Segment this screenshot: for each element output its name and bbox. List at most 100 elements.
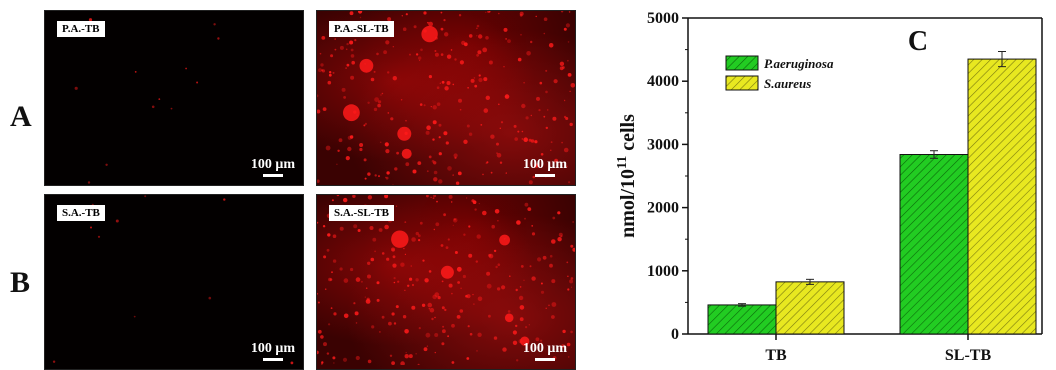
fluorescence-speck [354, 311, 359, 316]
fluorescence-speck [552, 216, 556, 220]
fluorescence-speck [545, 126, 548, 130]
fluorescence-speck [333, 362, 335, 364]
fluorescence-speck [415, 353, 417, 355]
fluorescence-speck [500, 121, 504, 124]
fluorescence-speck [476, 35, 478, 37]
fluorescence-speck [504, 94, 510, 99]
fluorescence-speck [438, 123, 442, 127]
fluorescence-speck [367, 172, 371, 176]
fluorescence-speck [444, 308, 447, 312]
fluorescence-speck [404, 253, 406, 255]
fluorescence-speck [467, 325, 470, 328]
fluorescence-speck [429, 307, 435, 313]
fluorescence-speck [421, 303, 426, 307]
fluorescence-speck [367, 274, 371, 279]
fluorescence-speck [570, 277, 574, 280]
fluorescence-speck [400, 99, 403, 101]
fluorescence-speck [472, 200, 477, 204]
fluorescence-speck [559, 61, 565, 66]
fluorescence-speck [450, 49, 453, 51]
fluorescence-speck [185, 67, 188, 70]
x-tick-label: TB [765, 347, 787, 364]
fluorescence-speck [502, 347, 507, 352]
fluorescence-speck [391, 361, 395, 365]
fluorescence-speck [567, 41, 570, 43]
fluorescence-speck [370, 257, 375, 262]
y-tick-label: 5000 [647, 10, 679, 27]
y-tick-label: 2000 [647, 200, 679, 217]
fluorescence-speck [438, 152, 442, 156]
fluorescence-speck [428, 155, 432, 159]
fluorescence-speck [523, 137, 528, 142]
fluorescence-speck [440, 53, 444, 56]
fluorescence-speck [74, 86, 78, 90]
fluorescence-speck [387, 17, 392, 22]
fluorescence-speck [436, 102, 441, 106]
fluorescence-speck [170, 107, 173, 110]
fluorescence-speck [434, 316, 436, 319]
fluorescence-speck [543, 32, 546, 35]
fluorescence-speck [540, 342, 543, 345]
fluorescence-speck [448, 283, 453, 288]
fluorescence-speck [418, 327, 421, 330]
fluorescence-speck [432, 138, 435, 141]
fluorescence-speck [423, 347, 428, 352]
fluorescence-blob [343, 104, 360, 122]
fluorescence-speck [381, 252, 385, 255]
fluorescence-speck [512, 330, 517, 335]
fluorescence-speck [567, 275, 569, 277]
fluorescence-speck [535, 337, 540, 342]
fluorescence-speck [317, 109, 321, 114]
fluorescence-speck [349, 135, 354, 139]
fluorescence-speck [392, 255, 396, 259]
fluorescence-speck [435, 222, 440, 227]
fluorescence-speck [324, 288, 327, 290]
fluorescence-speck [196, 81, 199, 84]
fluorescence-speck [480, 124, 483, 126]
fluorescence-speck [538, 109, 541, 112]
fluorescence-speck [354, 39, 357, 42]
fluorescence-speck [466, 294, 471, 299]
fluorescence-speck [445, 141, 449, 145]
fluorescence-speck [452, 174, 454, 176]
fluorescence-speck [87, 181, 91, 184]
fluorescence-speck [411, 237, 416, 242]
fluorescence-speck [454, 156, 457, 159]
fluorescence-speck [485, 95, 490, 101]
scale-label: 100 μm [522, 157, 567, 172]
panel-tag: P.A.-TB [57, 21, 105, 37]
scale-label: 100 μm [522, 341, 567, 356]
fluorescence-speck [392, 46, 394, 48]
fluorescence-speck [434, 351, 436, 354]
micrograph-pa-sl-tb: P.A.-SL-TB 100 μm [316, 10, 576, 186]
fluorescence-speck [446, 81, 451, 85]
fluorescence-speck [451, 201, 453, 203]
scale-label: 100 μm [250, 157, 295, 172]
fluorescence-speck [331, 199, 334, 202]
fluorescence-speck [490, 134, 495, 139]
fluorescence-speck [466, 357, 470, 360]
fluorescence-speck [363, 124, 366, 127]
bar-chart: 0 1000 2000 3000 4000 5000 nmol/1011 cells C TB S… [615, 10, 1043, 364]
fluorescence-speck [317, 350, 319, 355]
fluorescence-speck [353, 302, 356, 305]
scale-label: 100 μm [250, 341, 295, 356]
panel-tag: P.A.-SL-TB [329, 21, 394, 37]
fluorescence-speck [365, 287, 368, 289]
fluorescence-blob [359, 58, 374, 73]
fluorescence-speck [405, 162, 410, 167]
fluorescence-speck [466, 124, 470, 128]
fluorescence-speck [540, 153, 544, 156]
fluorescence-speck [346, 42, 349, 46]
fluorescence-speck [404, 354, 409, 359]
fluorescence-speck [543, 17, 548, 21]
fluorescence-speck [423, 104, 426, 107]
fluorescence-speck [540, 290, 545, 294]
fluorescence-speck [384, 224, 389, 230]
y-axis-label: nmol/1011 cells [615, 114, 639, 238]
fluorescence-specks [74, 18, 220, 184]
fluorescence-speck [452, 83, 455, 86]
fluorescence-speck [347, 146, 352, 152]
fluorescence-speck [503, 66, 505, 68]
fluorescence-speck [569, 279, 574, 284]
